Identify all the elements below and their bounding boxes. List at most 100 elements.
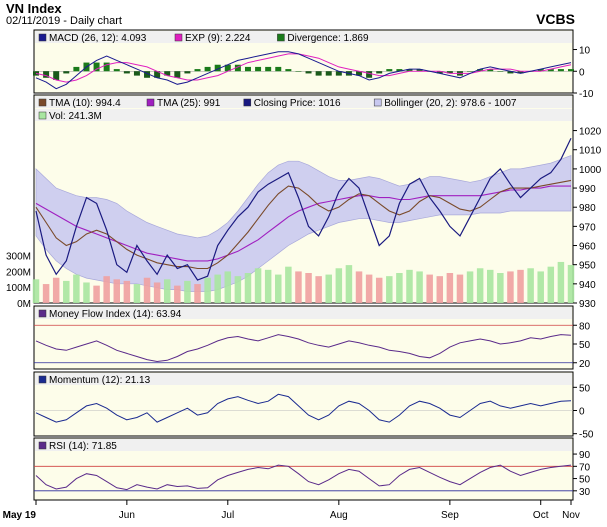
divergence-bar [63,71,70,74]
volume-bar [305,273,312,303]
volume-bar [234,276,242,303]
ytick-label-1-0: 930 [579,299,596,310]
ytick-label-1-3: 960 [579,242,596,253]
volume-bar [507,271,514,303]
divergence-bar [123,71,130,74]
divergence-bar [244,66,251,72]
legend-label-1-3: Bollinger (20, 2): 978.6 - 1007 [384,98,517,109]
volume-bar [335,268,343,303]
ytick-label-4-2: 70 [579,462,591,473]
legend-swatch-1-0 [38,98,47,107]
exp-line [35,53,572,83]
volume-bar [204,277,211,303]
chart-title: VN Index [6,1,62,16]
xtick-label-2: Jul [221,510,234,521]
volume-tick-3: 300M [6,252,31,263]
divergence-bar [275,66,282,72]
divergence-bar [113,69,120,72]
volume-bar [386,276,393,303]
volume-bar [446,273,454,303]
volume-bar [285,266,292,303]
ytick-label-0-1: 0 [579,67,585,78]
divergence-bar [416,69,423,72]
legend-swatch-2-0 [38,309,47,318]
volume-bar [113,279,120,303]
legend-swatch-1-0 [38,111,47,120]
brand-logo: VCBS [536,11,575,27]
divergence-bar [315,71,322,76]
divergence-bar [467,71,474,72]
divergence-bar [436,71,443,74]
divergence-bar [487,69,494,72]
ytick-label-3-0: -50 [579,430,594,441]
volume-bar [42,284,50,303]
panel-1-legend-bg [35,109,572,121]
divergence-bar [43,71,50,78]
volume-bar [163,279,171,303]
divergence-bar [406,69,413,72]
volume-bar [375,277,383,303]
volume-bar [487,269,494,303]
volume-bar [103,276,110,303]
divergence-bar [234,64,241,72]
volume-bar [214,274,221,303]
ytick-label-4-1: 50 [579,475,591,486]
xtick-label-0: May 19 [3,510,37,521]
ytick-label-2-0: 20 [579,359,591,370]
volume-bar [476,268,484,303]
volume-bar [83,282,90,303]
volume-bar [557,261,565,303]
divergence-bar [557,69,564,72]
volume-bar [396,273,403,303]
ytick-label-1-9: 1020 [579,127,602,138]
ytick-label-1-5: 980 [579,203,596,214]
divergence-bar [366,71,373,78]
legend-label-0-1: EXP (9): 2.224 [185,33,251,44]
legend-swatch-0-0 [38,33,47,42]
ytick-label-2-1: 50 [579,340,591,351]
volume-tick-0: 0M [17,299,31,310]
volume-bar [315,276,322,303]
divergence-bar [517,71,524,74]
legend-label-0-2: Divergence: 1.869 [287,33,369,44]
legend-swatch-1-3 [373,98,382,107]
divergence-bar [507,71,514,74]
volume-bar [143,277,151,303]
tma10-line [35,179,572,270]
legend-label-1-1: TMA (25): 991 [157,98,221,109]
volume-bar [32,279,40,303]
volume-bar [436,276,444,303]
divergence-bar [73,66,80,72]
divergence-bar [53,71,60,80]
volume-bar [295,271,302,303]
xtick-label-6: Nov [562,510,580,521]
divergence-bar [537,69,544,72]
divergence-bar [214,64,221,72]
volume-bar [567,264,575,303]
legend-swatch-4-0 [38,441,47,450]
volume-bar [365,274,373,303]
volume-bar [345,265,353,303]
divergence-bar [335,71,342,76]
volume-bar [153,282,161,303]
xtick-label-3: Aug [330,510,348,521]
volume-bar [63,280,70,303]
panel-3-legend-bg [35,373,572,385]
divergence-bar [356,71,363,76]
ytick-label-1-7: 1000 [579,165,602,176]
volume-bar [466,271,474,303]
legend-label-1-2: Closing Price: 1016 [254,98,341,109]
divergence-bar [477,69,484,72]
volume-bar [184,280,191,303]
xtick-label-4: Sep [441,510,459,521]
volume-bar [406,269,413,303]
ytick-label-0-2: 10 [579,46,591,57]
volume-bar [123,280,131,303]
legend-label-4-0: RSI (14): 71.85 [49,441,117,452]
ytick-label-1-1: 940 [579,280,596,291]
legend-swatch-1-2 [243,98,252,107]
ytick-label-4-3: 90 [579,450,591,461]
divergence-bar [144,71,151,78]
xtick-label-5: Oct [533,510,549,521]
